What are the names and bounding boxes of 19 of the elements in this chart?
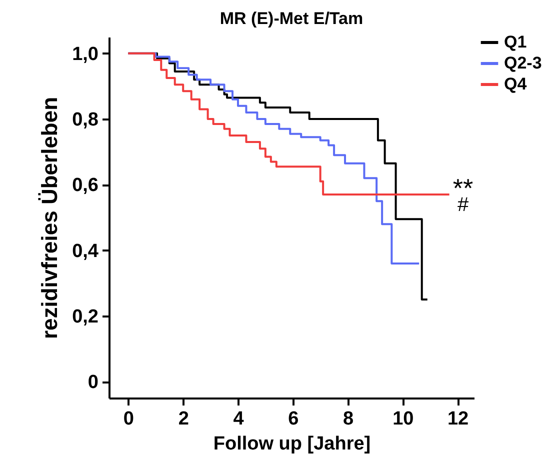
x-tick-label: 2 [178,408,189,430]
x-axis-title: Follow up [Jahre] [213,434,371,454]
y-tick-label: 0 [88,372,98,394]
y-tick-label: 0,6 [72,175,98,196]
legend-label: Q1 [504,32,527,52]
x-tick-label: 0 [123,408,134,430]
legend-label: Q4 [504,74,528,94]
y-axis-title: rezidivfreies Überleben [37,96,62,340]
x-tick-label: 4 [233,408,244,430]
legend-label: Q2-3 [504,54,542,72]
x-tick-label: 6 [288,408,299,430]
x-tick-label: 12 [447,408,469,430]
y-tick-label: 1,0 [72,44,98,65]
chart-title: MR (E)-Met E/Tam [220,9,364,28]
y-tick-label: 0,2 [72,306,98,328]
y-tick-label: 0,4 [72,240,99,262]
x-tick-label: 8 [342,408,354,430]
x-tick-label: 10 [392,408,414,430]
y-tick-label: 0,8 [72,110,98,131]
